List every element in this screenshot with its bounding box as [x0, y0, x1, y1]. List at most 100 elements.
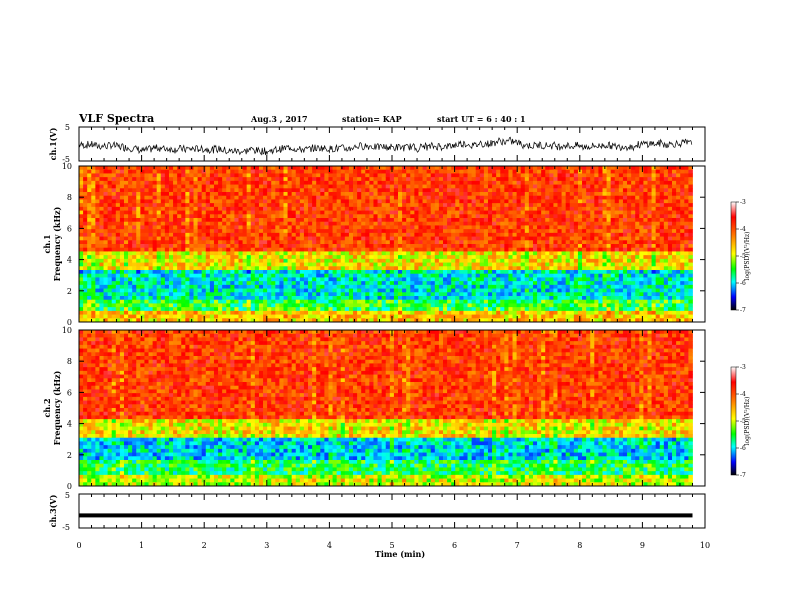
spectrogram-cell	[426, 195, 432, 200]
spectrogram-cell	[283, 296, 288, 301]
spectrogram-cell	[246, 177, 252, 182]
spectrogram-cell	[79, 173, 84, 178]
spectrogram-cell	[254, 314, 260, 319]
spectrogram-cell	[205, 199, 211, 204]
spectrogram-cell	[128, 177, 133, 182]
spectrogram-cell	[316, 273, 321, 278]
spectrogram-cell	[279, 277, 284, 282]
spectrogram-cell	[422, 210, 428, 215]
spectrogram-cell	[279, 258, 284, 263]
spectrogram-cell	[496, 288, 501, 293]
spectrogram-cell	[532, 225, 538, 230]
spectrogram-cell	[263, 225, 268, 230]
spectrogram-cell	[291, 184, 297, 189]
spectrogram-cell	[218, 180, 223, 185]
spectrogram-cell	[434, 192, 440, 197]
spectrogram-cell	[451, 251, 456, 256]
spectrogram-cell	[119, 296, 125, 301]
spectrogram-cell	[79, 296, 84, 301]
spectrogram-cell	[545, 299, 550, 304]
spectrogram-cell	[434, 240, 440, 245]
spectrogram-cell	[111, 262, 117, 267]
spectrogram-cell	[312, 273, 317, 278]
spectrogram-cell	[148, 169, 154, 174]
spectrogram-cell	[205, 203, 211, 208]
spectrogram-cell	[377, 314, 383, 319]
spectrogram-cell	[140, 188, 145, 193]
spectrogram-cell	[79, 318, 84, 323]
spectrogram-cell	[443, 288, 448, 293]
spectrogram-cell	[299, 192, 305, 197]
spectrogram-cell	[459, 206, 464, 211]
spectrogram-cell	[291, 225, 297, 230]
spectrogram-cell	[402, 184, 407, 189]
spectrogram-cell	[483, 206, 489, 211]
spectrogram-cell	[99, 210, 104, 215]
spectrogram-cell	[181, 288, 186, 293]
spectrogram-cell	[222, 192, 227, 197]
spectrogram-cell	[340, 214, 346, 219]
spectrogram-cell	[504, 236, 509, 241]
spectrogram-cell	[79, 229, 84, 234]
spectrogram-cell	[279, 236, 284, 241]
spectrogram-cell	[123, 251, 129, 256]
spectrogram-cell	[369, 195, 374, 200]
spectrogram-cell	[103, 210, 109, 215]
spectrogram-cell	[320, 277, 325, 282]
spectrogram-cell	[373, 310, 378, 315]
spectrogram-cell	[246, 192, 252, 197]
spectrogram-cell	[320, 166, 325, 171]
spectrogram-cell	[160, 184, 166, 189]
spectrogram-cell	[406, 173, 411, 178]
spectrogram-cell	[537, 225, 542, 230]
spectrogram-cell	[291, 318, 297, 323]
spectrogram-cell	[504, 180, 509, 185]
spectrogram-cell	[332, 225, 338, 230]
spectrogram-cell	[365, 284, 370, 289]
spectrogram-cell	[528, 284, 534, 289]
spectrogram-cell	[479, 214, 485, 219]
spectrogram-cell	[492, 173, 497, 178]
spectrogram-cell	[455, 288, 460, 293]
spectrogram-cell	[422, 307, 428, 312]
spectrogram-cell	[213, 273, 219, 278]
spectrogram-cell	[471, 214, 477, 219]
spectrogram-cell	[258, 199, 264, 204]
spectrogram-cell	[524, 221, 530, 226]
spectrogram-cell	[242, 262, 248, 267]
spectrogram-cell	[160, 310, 166, 315]
spectrogram-cell	[222, 247, 227, 252]
spectrogram-cell	[128, 262, 133, 267]
spectrogram-cell	[410, 225, 415, 230]
spectrogram-cell	[193, 255, 199, 260]
spectrogram-cell	[95, 210, 100, 215]
spectrogram-cell	[185, 303, 190, 308]
spectrogram-cell	[246, 173, 252, 178]
spectrogram-cell	[389, 281, 395, 286]
spectrogram-cell	[119, 258, 125, 263]
spectrogram-cell	[87, 199, 92, 204]
spectrogram-cell	[332, 199, 338, 204]
spectrogram-cell	[115, 199, 121, 204]
spectrogram-cell	[193, 288, 199, 293]
spectrogram-cell	[385, 292, 391, 297]
spectrogram-cell	[83, 281, 88, 286]
spectrogram-cell	[471, 258, 477, 263]
spectrogram-cell	[508, 169, 513, 174]
spectrogram-cell	[91, 192, 96, 197]
spectrogram-cell	[406, 270, 411, 275]
spectrogram-cell	[369, 188, 374, 193]
spectrogram-cell	[353, 214, 358, 219]
spectrogram-cell	[197, 277, 203, 282]
spectrogram-cell	[504, 258, 509, 263]
spectrogram-cell	[353, 314, 358, 319]
spectrogram-cell	[222, 214, 227, 219]
spectrogram-cell	[115, 292, 121, 297]
spectrogram-cell	[365, 266, 370, 271]
spectrogram-cell	[205, 214, 211, 219]
spectrogram-cell	[83, 206, 88, 211]
spectrogram-cell	[271, 255, 276, 260]
spectrogram-cell	[557, 177, 562, 182]
spectrogram-cell	[402, 284, 407, 289]
spectrogram-cell	[242, 258, 248, 263]
